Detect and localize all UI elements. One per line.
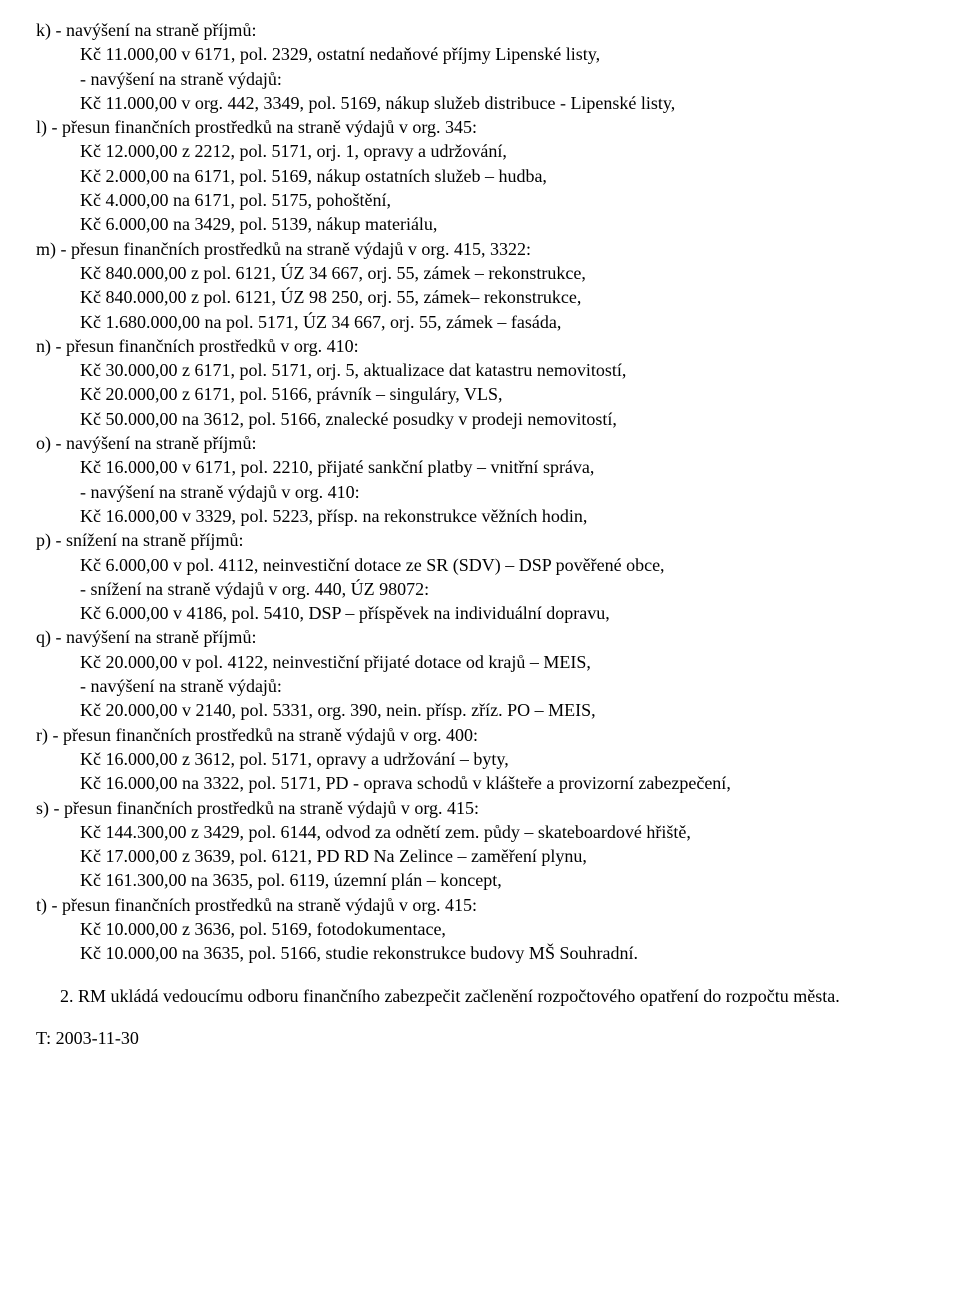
doc-line: m) - přesun finančních prostředků na str… [36, 237, 924, 261]
doc-line: Kč 16.000,00 v 3329, pol. 5223, přísp. n… [36, 504, 924, 528]
doc-line: p) - snížení na straně příjmů: [36, 528, 924, 552]
doc-line: Kč 6.000,00 v 4186, pol. 5410, DSP – pří… [36, 601, 924, 625]
doc-line: - navýšení na straně výdajů: [36, 67, 924, 91]
doc-line: Kč 2.000,00 na 6171, pol. 5169, nákup os… [36, 164, 924, 188]
doc-line: Kč 20.000,00 z 6171, pol. 5166, právník … [36, 382, 924, 406]
doc-date: T: 2003-11-30 [36, 1026, 924, 1050]
doc-line: Kč 144.300,00 z 3429, pol. 6144, odvod z… [36, 820, 924, 844]
doc-line: Kč 16.000,00 z 3612, pol. 5171, opravy a… [36, 747, 924, 771]
doc-line: Kč 12.000,00 z 2212, pol. 5171, orj. 1, … [36, 139, 924, 163]
doc-line: Kč 6.000,00 na 3429, pol. 5139, nákup ma… [36, 212, 924, 236]
doc-line: Kč 10.000,00 z 3636, pol. 5169, fotodoku… [36, 917, 924, 941]
doc-line: Kč 840.000,00 z pol. 6121, ÚZ 98 250, or… [36, 285, 924, 309]
doc-line: - snížení na straně výdajů v org. 440, Ú… [36, 577, 924, 601]
doc-line: Kč 1.680.000,00 na pol. 5171, ÚZ 34 667,… [36, 310, 924, 334]
doc-line: Kč 11.000,00 v 6171, pol. 2329, ostatní … [36, 42, 924, 66]
doc-paragraph: 2. RM ukládá vedoucímu odboru finančního… [36, 984, 924, 1008]
doc-line: - navýšení na straně výdajů v org. 410: [36, 480, 924, 504]
doc-line: Kč 6.000,00 v pol. 4112, neinvestiční do… [36, 553, 924, 577]
doc-line: Kč 20.000,00 v pol. 4122, neinvestiční p… [36, 650, 924, 674]
doc-line: Kč 50.000,00 na 3612, pol. 5166, znaleck… [36, 407, 924, 431]
doc-line: Kč 16.000,00 v 6171, pol. 2210, přijaté … [36, 455, 924, 479]
doc-line: Kč 30.000,00 z 6171, pol. 5171, orj. 5, … [36, 358, 924, 382]
doc-line: t) - přesun finančních prostředků na str… [36, 893, 924, 917]
doc-line: Kč 20.000,00 v 2140, pol. 5331, org. 390… [36, 698, 924, 722]
doc-line: k) - navýšení na straně příjmů: [36, 18, 924, 42]
doc-line: Kč 4.000,00 na 6171, pol. 5175, pohoštěn… [36, 188, 924, 212]
doc-line: o) - navýšení na straně příjmů: [36, 431, 924, 455]
doc-line: n) - přesun finančních prostředků v org.… [36, 334, 924, 358]
doc-line: - navýšení na straně výdajů: [36, 674, 924, 698]
doc-line: Kč 11.000,00 v org. 442, 3349, pol. 5169… [36, 91, 924, 115]
doc-line: Kč 161.300,00 na 3635, pol. 6119, územní… [36, 868, 924, 892]
doc-line: Kč 16.000,00 na 3322, pol. 5171, PD - op… [36, 771, 924, 795]
doc-line: r) - přesun finančních prostředků na str… [36, 723, 924, 747]
doc-line: Kč 10.000,00 na 3635, pol. 5166, studie … [36, 941, 924, 965]
doc-line: Kč 840.000,00 z pol. 6121, ÚZ 34 667, or… [36, 261, 924, 285]
doc-line: Kč 17.000,00 z 3639, pol. 6121, PD RD Na… [36, 844, 924, 868]
doc-line: q) - navýšení na straně příjmů: [36, 625, 924, 649]
doc-line: l) - přesun finančních prostředků na str… [36, 115, 924, 139]
doc-line: s) - přesun finančních prostředků na str… [36, 796, 924, 820]
